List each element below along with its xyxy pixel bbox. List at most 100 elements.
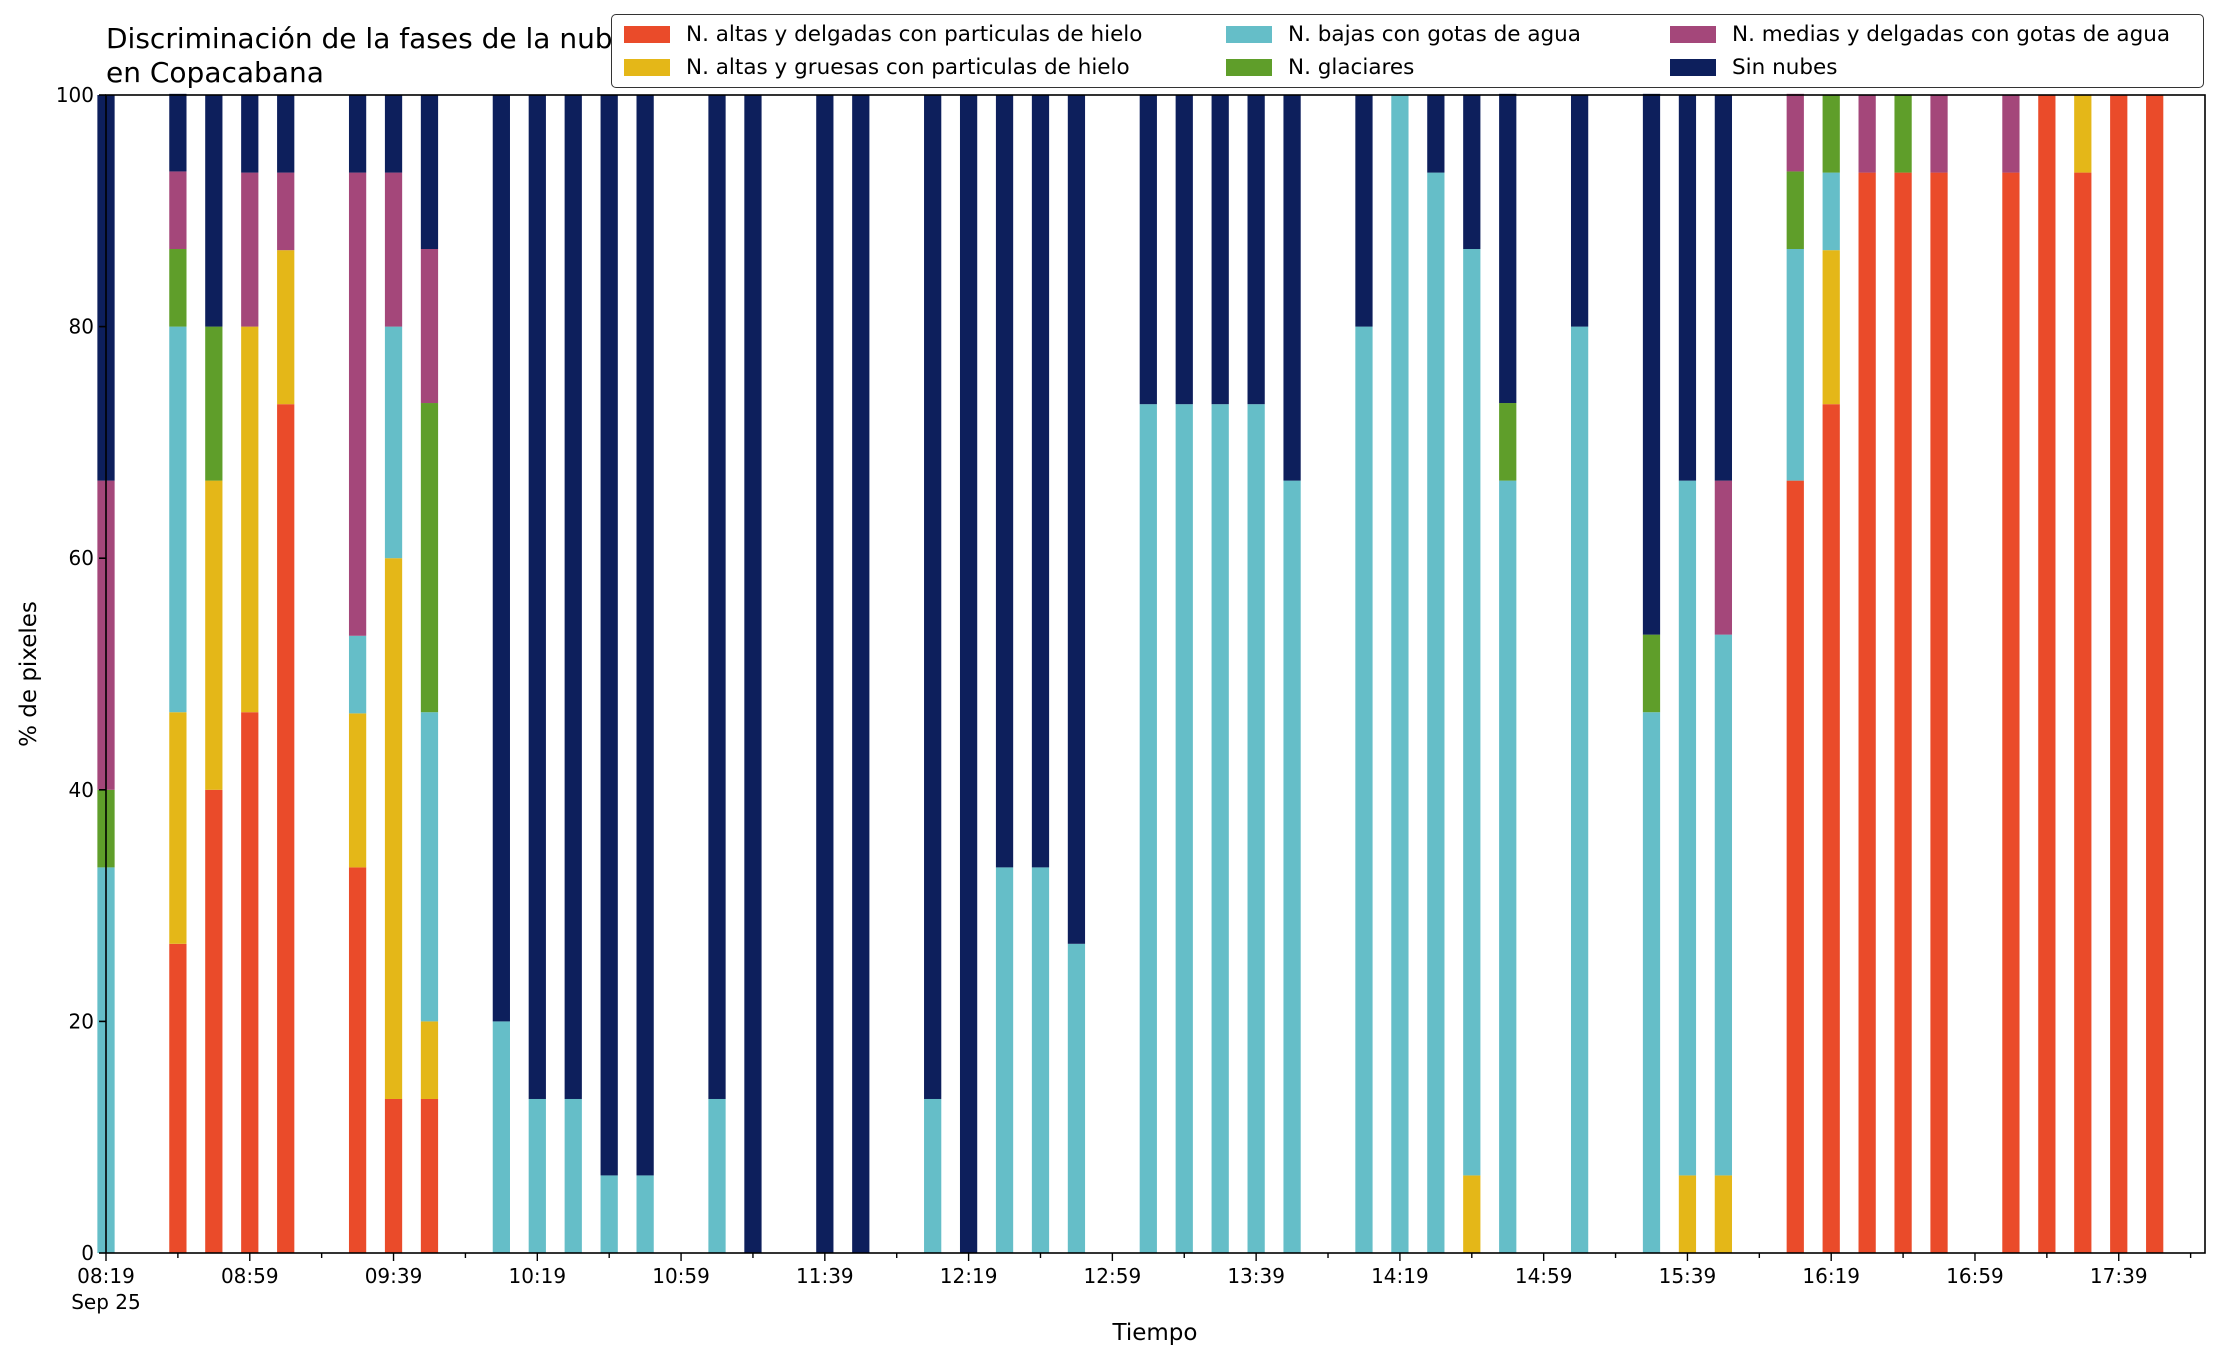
bar-segment-0909-s1 [277, 250, 295, 405]
y-axis-label: % de pixeles [16, 601, 42, 747]
bar-segment-0859-s1 [241, 326, 259, 713]
bar-segment-0929-s5 [348, 95, 367, 173]
bar-segment-1439-s5 [1463, 95, 1481, 250]
bar-segment-0859-s0 [241, 712, 259, 1253]
x-tick-label: 12:19 [940, 1264, 998, 1288]
bar-segment-1319-s5 [1175, 95, 1193, 405]
legend-label: N. glaciares [1288, 54, 1415, 80]
legend-item: N. altas y gruesas con particulas de hie… [624, 52, 1130, 82]
legend-swatch [624, 25, 670, 43]
bar-segment-1709-s4 [2002, 95, 2020, 173]
bar-segment-0929-s4 [348, 172, 367, 636]
bar-segment-1019-s2 [528, 1098, 546, 1253]
x-tick-label: 16:59 [1946, 1264, 2004, 1288]
bar-segment-0849-s1 [205, 480, 223, 790]
bar-segment-1209-s2 [924, 1098, 942, 1253]
bar-segment-1309-s5 [1139, 95, 1157, 405]
bar-segment-1509-s5 [1570, 95, 1589, 327]
bar-segment-1549-s4 [1714, 480, 1733, 635]
bar-segment-1719-s0 [2038, 95, 2056, 1253]
x-tick-label: 09:39 [365, 1264, 423, 1288]
x-tick-label: 14:19 [1371, 1264, 1429, 1288]
legend-label: N. altas y delgadas con particulas de hi… [686, 21, 1143, 47]
bar-segment-1729-s1 [2074, 95, 2092, 173]
bar-segment-1749-s0 [2146, 95, 2164, 1253]
legend-swatch [624, 58, 670, 76]
x-tick-label: 17:39 [2090, 1264, 2148, 1288]
bar-segment-0949-s3 [420, 403, 439, 713]
bar-segment-1109-s5 [708, 95, 726, 1099]
bar-segment-1049-s5 [636, 95, 654, 1176]
x-tick-label: 10:59 [652, 1264, 710, 1288]
x-tick-label: 10:19 [508, 1264, 566, 1288]
bar-segment-1439-s1 [1463, 1175, 1481, 1253]
y-axis: 0 20 40 60 80 100 [56, 83, 106, 1265]
bar-segment-1649-s0 [1930, 172, 1948, 1254]
bar-segment-1229-s5 [995, 95, 1014, 868]
bar-segment-1629-s4 [1858, 95, 1876, 173]
bar-segment-0949-s0 [420, 1098, 439, 1253]
bar-segment-1639-s0 [1894, 172, 1912, 1254]
x-tick-label: 15:39 [1659, 1264, 1717, 1288]
legend-label: N. altas y gruesas con particulas de hie… [686, 54, 1130, 80]
bar-segment-1529-s3 [1642, 634, 1661, 713]
bar-segment-1509-s2 [1570, 326, 1589, 1254]
bar-segment-1049-s2 [636, 1175, 654, 1253]
bar-segment-1429-s5 [1427, 95, 1445, 173]
bar-segment-0949-s5 [420, 95, 439, 250]
bar-segment-1409-s2 [1355, 326, 1373, 1254]
bar-segment-1609-s4 [1786, 93, 1804, 172]
legend-swatch [1670, 25, 1716, 43]
x-tick-label: 16:19 [1802, 1264, 1860, 1288]
bar-segment-1539-s2 [1678, 480, 1697, 1176]
bar-segment-1319-s2 [1175, 404, 1193, 1253]
bar-segment-1349-s2 [1283, 480, 1301, 1253]
x-tick-label: 08:19 [77, 1264, 135, 1288]
x-axis-label: Tiempo [1112, 1320, 1198, 1346]
legend-label: N. medias y delgadas con gotas de agua [1732, 21, 2171, 47]
legend-item: Sin nubes [1670, 52, 1837, 82]
bar-segment-0859-s5 [241, 95, 259, 173]
bar-segment-1649-s4 [1930, 95, 1948, 173]
bar-segment-0939-s0 [384, 1098, 403, 1253]
bar-segment-1449-s5 [1499, 93, 1517, 404]
y-tick-label: 40 [69, 778, 94, 802]
bar-segment-1609-s0 [1786, 480, 1804, 1253]
legend-swatch [1226, 58, 1272, 76]
bar-segment-1549-s2 [1714, 634, 1733, 1176]
legend-swatch [1226, 25, 1272, 43]
bar-segment-0909-s5 [277, 95, 295, 173]
bar-segment-1149-s5 [852, 95, 870, 1253]
legend-label: Sin nubes [1732, 54, 1838, 80]
bar-segment-1339-s5 [1247, 95, 1265, 405]
bar-segment-1009-s5 [492, 95, 510, 1022]
bar-segment-1109-s2 [708, 1098, 726, 1253]
bar-segment-0929-s0 [348, 867, 367, 1253]
bar-segment-0929-s2 [348, 635, 367, 714]
bar-segment-0929-s1 [348, 713, 367, 868]
bar-segment-0939-s1 [384, 558, 403, 1099]
bar-segment-0849-s5 [205, 95, 223, 327]
bar-segment-1609-s2 [1786, 249, 1804, 481]
bar-segment-1349-s5 [1283, 95, 1301, 481]
bar-segment-0949-s4 [420, 249, 439, 404]
bar-segment-0949-s2 [420, 712, 439, 1022]
bar-segment-1549-s1 [1714, 1175, 1733, 1253]
bar-segment-1529-s2 [1642, 712, 1661, 1253]
bar-segment-1039-s5 [600, 95, 618, 1176]
legend-item: N. glaciares [1226, 52, 1414, 82]
bar-segment-1239-s2 [1031, 867, 1050, 1253]
bar-segment-0939-s2 [384, 326, 403, 559]
bar-segment-1549-s5 [1714, 95, 1733, 481]
bar-segment-1619-s0 [1822, 404, 1840, 1253]
bar-segment-1019-s5 [528, 95, 546, 1099]
bar-segment-1539-s5 [1678, 95, 1697, 481]
bar-segment-0839-s1 [169, 712, 187, 944]
bar-segment-0849-s3 [205, 326, 223, 481]
bar-segment-0839-s4 [169, 171, 187, 250]
bar-segment-1119-s5 [744, 95, 762, 1253]
bar-segment-0909-s0 [277, 404, 295, 1253]
bar-segment-1709-s0 [2002, 172, 2020, 1254]
